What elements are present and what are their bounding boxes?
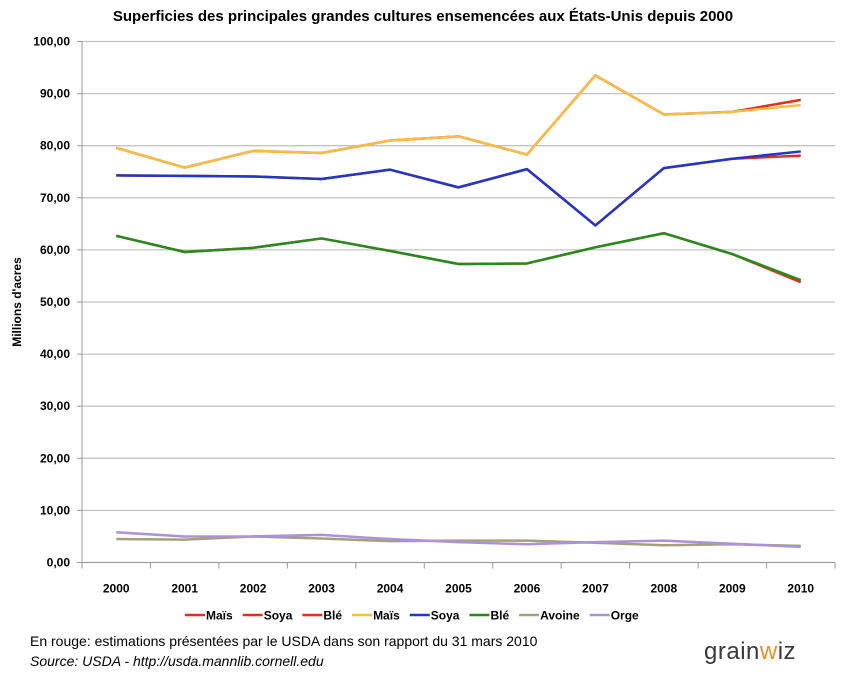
legend-item: Orge [589, 609, 639, 623]
legend-label: Blé [490, 609, 509, 623]
legend-item: Soya [242, 609, 293, 623]
series-line-blé [115, 231, 802, 282]
x-tick-label: 2002 [240, 582, 267, 596]
series-line-blé [115, 231, 802, 284]
y-tick-label: 70,00 [40, 191, 70, 205]
series-line-maïs [115, 74, 801, 169]
legend-label: Soya [264, 609, 293, 623]
y-tick-label: 40,00 [40, 347, 70, 361]
x-tick-label: 2009 [719, 582, 746, 596]
legend-label: Maïs [373, 609, 400, 623]
series-line-maïs [115, 74, 801, 169]
y-tick-label: 60,00 [40, 243, 70, 257]
grainwiz-logo: grainwiz [704, 638, 797, 665]
legend-item: Blé [302, 609, 342, 623]
footnote: En rouge: estimations présentées par le … [30, 633, 538, 649]
y-tick-label: 50,00 [40, 295, 70, 309]
y-tick-label: 30,00 [40, 399, 70, 413]
x-tick-label: 2007 [582, 582, 609, 596]
line-chart: 0,00 10,00 20,00 30,00 40,00 50,00 60,00 70,00 8… [10, 35, 836, 623]
legend-label: Maïs [206, 609, 233, 623]
source-note: Source: USDA - http://usda.mannlib.corne… [30, 653, 324, 669]
legend-item: Maïs [352, 609, 400, 623]
legend-item: Blé [469, 609, 509, 623]
y-tick-label: 90,00 [40, 87, 70, 101]
legend-label: Soya [431, 609, 460, 623]
y-tick-label: 100,00 [33, 35, 70, 49]
x-tick-label: 2005 [445, 582, 472, 596]
x-tick-label: 2004 [377, 582, 404, 596]
x-tick-label: 2008 [651, 582, 678, 596]
y-tick-label: 80,00 [40, 139, 70, 153]
series-line-soya [116, 154, 801, 227]
legend-label: Blé [323, 609, 342, 623]
x-tick-label: 2010 [787, 582, 814, 596]
legend-item: Avoine [519, 609, 580, 623]
y-axis-label: Millions d'acres [10, 257, 24, 347]
x-tick-label: 2006 [514, 582, 541, 596]
x-tick-label: 2003 [308, 582, 335, 596]
y-tick-label: 20,00 [40, 451, 70, 465]
legend-label: Orge [611, 609, 639, 623]
legend-label: Avoine [540, 609, 580, 623]
legend-item: Soya [409, 609, 460, 623]
x-tick-label: 2001 [171, 582, 198, 596]
series-line-soya [116, 150, 801, 227]
y-tick-label: 10,00 [40, 503, 70, 517]
y-tick-label: 0,00 [47, 556, 71, 570]
chart-title: Superficies des principales grandes cult… [112, 8, 734, 25]
legend-item: Maïs [185, 609, 233, 623]
x-tick-label: 2000 [103, 582, 130, 596]
